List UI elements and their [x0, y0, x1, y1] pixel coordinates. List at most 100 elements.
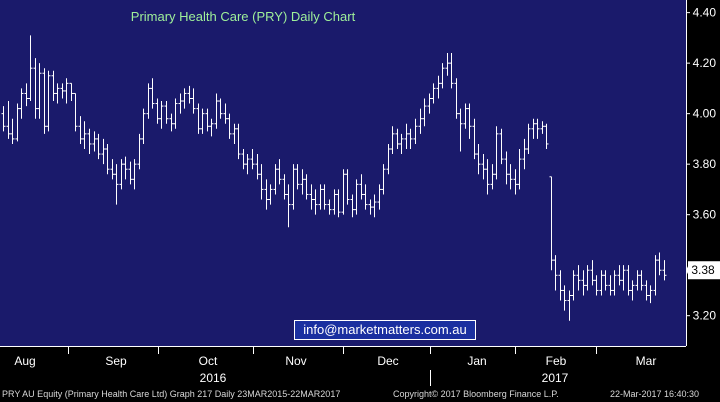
ohlc-bar: [232, 123, 237, 144]
ohlc-bar: [526, 123, 531, 155]
ohlc-bar: [377, 184, 382, 210]
ohlc-bar: [494, 126, 499, 180]
ohlc-bar: [146, 83, 151, 119]
ohlc-bar: [33, 58, 38, 119]
ohlc-bar: [137, 133, 142, 170]
ohlc-bar: [463, 103, 468, 129]
ohlc-bar: [617, 265, 622, 286]
ohlc-bar: [608, 275, 613, 296]
contact-email-box[interactable]: info@marketmatters.com.au: [294, 320, 476, 340]
ohlc-bar: [653, 255, 658, 296]
ohlc-bar: [82, 121, 87, 150]
ohlc-bar: [155, 98, 160, 124]
ohlc-bar: [508, 164, 513, 190]
ohlc-bar: [485, 159, 490, 195]
ohlc-bar: [218, 98, 223, 119]
x-month-label: Nov: [285, 354, 306, 368]
ohlc-bar: [581, 270, 586, 296]
ohlc-bar: [132, 159, 137, 190]
ohlc-bar: [300, 169, 305, 195]
ohlc-bar: [481, 154, 486, 180]
ohlc-bar: [368, 199, 373, 215]
chart-footer: PRY AU Equity (Primary Health Care Ltd) …: [0, 386, 720, 402]
ohlc-bar: [205, 108, 210, 132]
ohlc-bar: [590, 260, 595, 286]
ohlc-bar: [69, 82, 74, 102]
ohlc-bar: [10, 118, 15, 144]
ohlc-bar: [513, 169, 518, 195]
ohlc-bar: [395, 128, 400, 150]
ohlc-bar: [458, 108, 463, 152]
ohlc-bar: [327, 199, 332, 215]
ohlc-bar: [55, 83, 60, 104]
ohlc-bar: [359, 174, 364, 200]
ohlc-bar: [540, 121, 545, 134]
ohlc-bar: [309, 184, 314, 210]
ohlc-bar: [594, 275, 599, 296]
ohlc-bar: [476, 143, 481, 175]
ohlc-bar: [101, 138, 106, 165]
contact-email[interactable]: info@marketmatters.com.au: [303, 322, 467, 337]
ohlc-bar: [418, 108, 423, 134]
ohlc-bar: [350, 194, 355, 218]
ohlc-bar: [571, 270, 576, 301]
ohlc-bar: [60, 83, 65, 99]
ohlc-bar: [123, 156, 128, 180]
ohlc-bar: [268, 184, 273, 205]
ohlc-bar: [19, 88, 24, 119]
x-month-label: Oct: [199, 354, 218, 368]
ohlc-bar: [173, 98, 178, 129]
ohlc-bar: [372, 194, 377, 218]
ohlc-bar: [576, 265, 581, 291]
x-year-label: 2017: [542, 371, 569, 385]
ohlc-bar: [657, 252, 662, 276]
ohlc-bar: [662, 260, 667, 281]
y-tick-label: 4.40: [693, 6, 717, 20]
ohlc-bar: [517, 149, 522, 190]
footer-timestamp: 22-Mar-2017 16:40:30: [610, 389, 700, 399]
ohlc-bar: [472, 118, 477, 160]
ohlc-bar: [345, 169, 350, 205]
ohlc-bar: [336, 189, 341, 218]
ohlc-bar: [46, 70, 51, 132]
ohlc-bar: [399, 133, 404, 155]
ohlc-bar: [630, 280, 635, 301]
ohlc-bar: [286, 184, 291, 228]
ohlc-bar: [42, 68, 47, 134]
ohlc-bar: [404, 123, 409, 150]
x-month-label: Sep: [105, 354, 127, 368]
ohlc-bar: [191, 88, 196, 114]
ohlc-bar: [114, 164, 119, 205]
last-price-label: 3.38: [691, 263, 715, 277]
ohlc-bar: [223, 103, 228, 124]
x-month-label: Dec: [377, 354, 398, 368]
chart-title: Primary Health Care (PRY) Daily Chart: [131, 9, 356, 24]
ohlc-bar: [105, 143, 110, 175]
ohlc-bar: [1, 106, 6, 132]
ohlc-bar: [164, 101, 169, 124]
ohlc-bar: [255, 154, 260, 180]
ohlc-bar: [522, 138, 527, 170]
ohlc-bar: [603, 270, 608, 291]
ohlc-bar: [250, 149, 255, 170]
y-axis: 4.40 4.20 4.00 3.80 3.60 3.20 3.38: [686, 0, 720, 386]
ohlc-bar: [639, 270, 644, 291]
ohlc-bar: [599, 270, 604, 296]
x-month-label: Mar: [636, 354, 657, 368]
ohlc-bar: [354, 179, 359, 215]
ohlc-bar: [322, 184, 327, 210]
x-year-label: 2016: [200, 371, 227, 385]
price-bars: [1, 35, 667, 321]
ohlc-bar: [282, 174, 287, 200]
ohlc-bar: [390, 126, 395, 155]
y-tick-label: 3.20: [693, 309, 717, 323]
ohlc-bar: [558, 270, 563, 301]
ohlc-bar: [436, 75, 441, 99]
ohlc-bar: [128, 161, 133, 185]
ohlc-bar: [332, 189, 337, 215]
ohlc-bar: [422, 98, 427, 127]
ohlc-bar: [187, 85, 192, 104]
ohlc-bar: [273, 164, 278, 195]
ohlc-bar: [454, 78, 459, 119]
